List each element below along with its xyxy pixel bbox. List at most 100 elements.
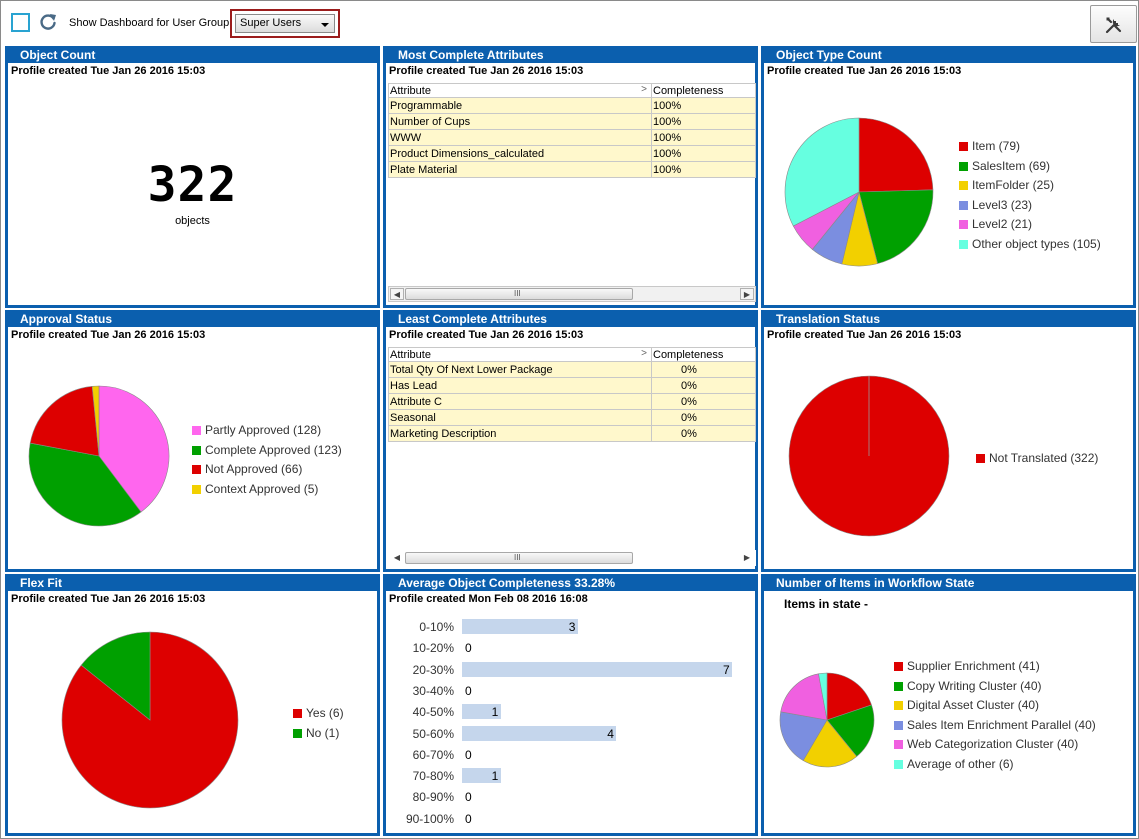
table-row[interactable]: Plate Material 100% — [388, 161, 756, 178]
completeness-cell: 0% — [651, 361, 756, 378]
bar-row: 60-70% 0 — [388, 745, 754, 766]
legend-label: Average of other (6) — [907, 756, 1014, 771]
legend-label: Not Translated (322) — [989, 451, 1099, 465]
scrollbar-thumb[interactable]: III — [405, 552, 633, 564]
legend-swatch — [192, 426, 201, 435]
bar-value-label: 3 — [568, 620, 576, 634]
legend-swatch — [959, 220, 968, 229]
bar-row: 30-40% 0 — [388, 681, 754, 702]
translation-pie-chart — [788, 375, 950, 537]
panel-title: Approval Status — [8, 313, 377, 327]
legend-label: Sales Item Enrichment Parallel (40) — [907, 717, 1096, 732]
horizontal-scrollbar[interactable]: ◀ III ▶ — [388, 550, 756, 566]
completeness-cell: 0% — [651, 425, 756, 442]
attribute-cell: Attribute C — [388, 393, 652, 410]
layout-toggle-icon[interactable] — [11, 13, 30, 32]
bar-value-label: 0 — [465, 790, 472, 805]
profile-date: Profile created Tue Jan 26 2016 15:03 — [389, 329, 584, 341]
legend-swatch — [192, 484, 201, 494]
bar — [462, 704, 501, 720]
bar-category-label: 80-90% — [412, 790, 454, 805]
table-row[interactable]: Attribute C 0% — [388, 393, 756, 410]
bar-category-label: 90-100% — [405, 811, 454, 826]
table-row[interactable]: Total Qty Of Next Lower Package 0% — [388, 361, 756, 378]
legend-item: Copy Writing Cluster (40) — [894, 677, 1096, 697]
panel-title: Least Complete Attributes — [386, 313, 755, 327]
panel-object-type-count: Object Type Count Profile created Tue Ja… — [761, 46, 1136, 308]
column-header-attribute[interactable]: Attribute > — [388, 83, 652, 98]
column-header-attribute[interactable]: Attribute > — [388, 347, 652, 362]
legend-swatch — [894, 662, 903, 671]
legend-item: Not Approved (66) — [192, 460, 342, 480]
profile-date: Profile created Tue Jan 26 2016 15:03 — [767, 65, 962, 77]
legend-swatch — [293, 728, 302, 738]
bar-category-label: 50-60% — [412, 726, 454, 741]
legend-label: Yes (6) — [306, 706, 344, 720]
object-count-caption: objects — [175, 215, 210, 227]
bar-value-label: 4 — [607, 726, 614, 741]
pie-slice — [858, 117, 934, 193]
panel-average-object-completeness: Average Object Completeness 33.28% Profi… — [383, 574, 758, 836]
table-row[interactable]: Programmable 100% — [388, 97, 756, 114]
panel-title: Flex Fit — [8, 577, 377, 591]
pie-slice — [818, 672, 828, 721]
panel-approval-status: Approval Status Profile created Tue Jan … — [5, 310, 380, 572]
chart-legend: Partly Approved (128) Complete Approved (… — [192, 421, 342, 499]
bar-value-label: 1 — [491, 769, 499, 784]
table-row[interactable]: Seasonal 0% — [388, 409, 756, 426]
legend-swatch — [894, 701, 903, 710]
bar-value-label: 1 — [491, 705, 499, 720]
pie-slice — [826, 704, 875, 757]
completeness-cell: 100% — [651, 145, 756, 162]
completeness-cell: 0% — [651, 377, 756, 394]
chart-legend: Yes (6) No (1) — [293, 704, 344, 743]
panel-object-count: Object Count Profile created Tue Jan 26 … — [5, 46, 380, 308]
legend-label: No (1) — [306, 725, 340, 740]
table-row[interactable]: Marketing Description 0% — [388, 425, 756, 442]
completeness-cell: 100% — [651, 161, 756, 178]
attribute-cell: Number of Cups — [388, 113, 652, 130]
chart-legend: Item (79) SalesItem (69) ItemFolder (25) Le… — [959, 137, 1101, 254]
legend-swatch — [192, 445, 201, 455]
scroll-left-icon[interactable]: ◀ — [390, 552, 404, 564]
scroll-right-icon[interactable]: ▶ — [740, 552, 754, 564]
scroll-right-icon[interactable]: ▶ — [740, 288, 754, 300]
bar-row: 10-20% 0 — [388, 638, 754, 659]
table-row[interactable]: Product Dimensions_calculated 100% — [388, 145, 756, 162]
table-row[interactable]: Has Lead 0% — [388, 377, 756, 394]
completeness-cell: 100% — [651, 113, 756, 130]
user-group-select[interactable]: Super Users — [235, 14, 335, 33]
column-header-completeness[interactable]: Completeness — [651, 83, 756, 98]
legend-item: Web Categorization Cluster (40) — [894, 735, 1096, 755]
pie-slice — [858, 189, 934, 264]
user-group-label: Show Dashboard for User Group: — [69, 17, 233, 29]
table-row[interactable]: WWW 100% — [388, 129, 756, 146]
bar-category-label: 20-30% — [412, 662, 454, 677]
column-header-completeness[interactable]: Completeness — [651, 347, 756, 362]
bar-row: 40-50% 1 — [388, 702, 754, 723]
flex-fit-pie-chart — [61, 631, 239, 809]
legend-label: Level3 (23) — [972, 197, 1033, 212]
profile-date: Profile created Mon Feb 08 2016 16:08 — [389, 593, 588, 605]
toolbar: Show Dashboard for User Group: Super Use… — [1, 1, 1138, 45]
chevron-down-icon — [321, 23, 329, 27]
panel-title: Object Count — [8, 49, 377, 63]
chart-legend: Supplier Enrichment (41) Copy Writing Clu… — [894, 657, 1096, 774]
panel-title: Average Object Completeness 33.28% — [386, 577, 755, 591]
pie-slice — [826, 672, 872, 721]
chart-legend: Not Translated (322) — [976, 449, 1098, 469]
completeness-cell: 0% — [651, 393, 756, 410]
table-row[interactable]: Number of Cups 100% — [388, 113, 756, 130]
settings-button[interactable] — [1090, 5, 1137, 43]
panel-least-complete-attributes: Least Complete Attributes Profile create… — [383, 310, 758, 572]
attribute-cell: Programmable — [388, 97, 652, 114]
scrollbar-thumb[interactable]: III — [405, 288, 633, 300]
legend-item: SalesItem (69) — [959, 157, 1101, 177]
panel-most-complete-attributes: Most Complete Attributes Profile created… — [383, 46, 758, 308]
legend-label: Context Approved (5) — [205, 481, 319, 496]
refresh-icon[interactable] — [38, 12, 58, 32]
scroll-left-icon[interactable]: ◀ — [390, 288, 404, 300]
bar-category-label: 70-80% — [412, 769, 454, 784]
horizontal-scrollbar[interactable]: ◀ III ▶ — [388, 286, 756, 302]
